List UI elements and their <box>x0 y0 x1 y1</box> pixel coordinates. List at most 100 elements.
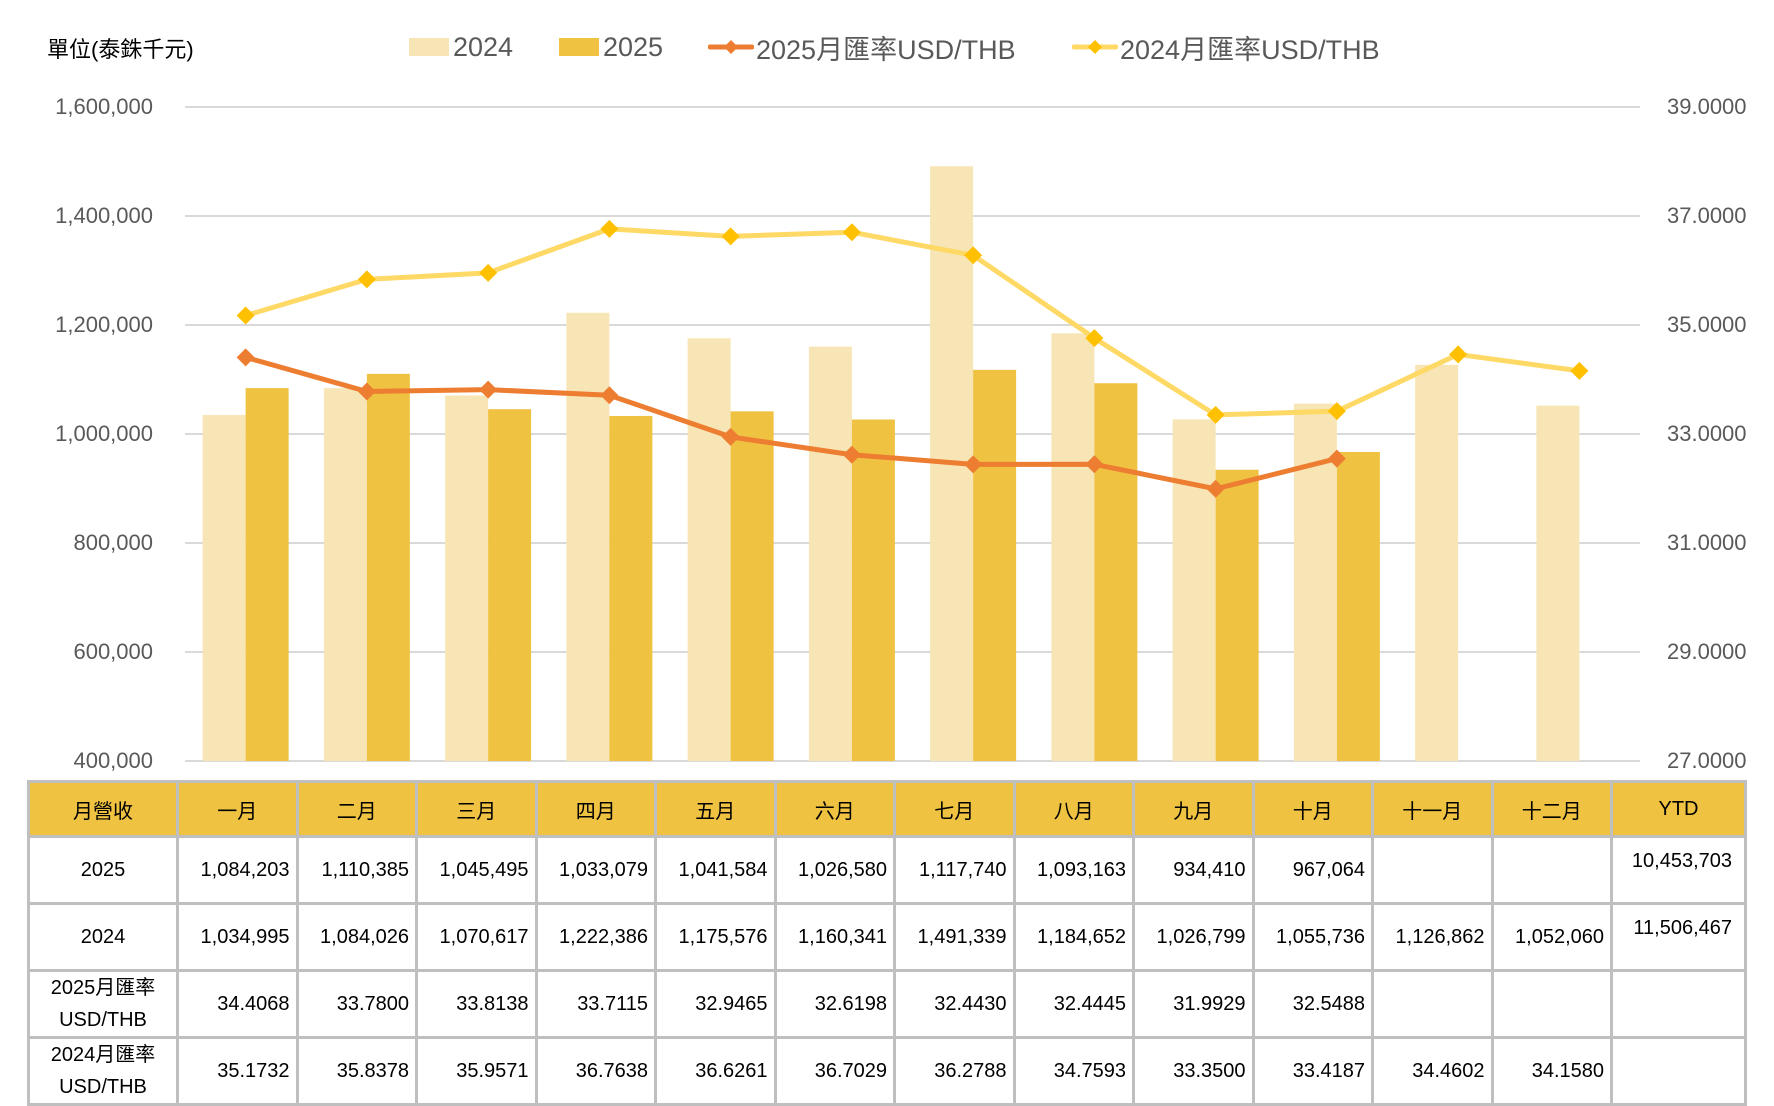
right-axis-tick-label: 29.0000 <box>1667 639 1747 664</box>
header-cell: 十一月 <box>1371 780 1494 838</box>
table-cell: 31.9929 <box>1132 969 1255 1039</box>
table-cell: 1,126,862 <box>1371 902 1494 972</box>
bars <box>202 166 1580 762</box>
table-cell: 36.2788 <box>893 1036 1016 1106</box>
bar-2025-8 <box>1094 383 1138 761</box>
header-cell: 九月 <box>1132 780 1255 838</box>
table-cell: 34.7593 <box>1012 1036 1135 1106</box>
row-label-line: USD/THB <box>59 1076 147 1098</box>
table-cell: 1,033,079 <box>534 835 657 905</box>
marker-2024月匯率USD/THB-12 <box>1570 361 1589 380</box>
row-label: 2024月匯率 USD/THB <box>27 1036 179 1106</box>
row-label-line: 2025月匯率 <box>50 977 156 999</box>
table-cell: 36.7638 <box>534 1036 657 1106</box>
table-cell: 34.1580 <box>1490 1036 1613 1106</box>
marker-2024月匯率USD/THB-10 <box>1327 402 1346 421</box>
right-axis-tick-label: 33.0000 <box>1667 421 1747 446</box>
left-axis-tick-label: 1,600,000 <box>55 94 153 119</box>
table-cell: 33.3500 <box>1132 1036 1255 1106</box>
bar-2025-6 <box>851 419 895 761</box>
legend-label-fx-2024: 2024月匯率USD/THB <box>1120 34 1380 65</box>
marker-2025月匯率USD/THB-9 <box>1206 479 1225 498</box>
table-cell: 34.4068 <box>176 969 299 1039</box>
bar-2024-6 <box>808 346 852 761</box>
table-cell: 32.4445 <box>1012 969 1135 1039</box>
table-cell: 32.9465 <box>654 969 777 1039</box>
legend-swatch-2025 <box>559 38 599 56</box>
table-cell: 1,070,617 <box>415 902 538 972</box>
bar-2025-5 <box>730 411 774 761</box>
marker-2024月匯率USD/THB-2 <box>357 270 376 289</box>
header-cell: 八月 <box>1012 780 1135 838</box>
left-axis-tick-label: 600,000 <box>73 639 153 664</box>
table-cell: 1,222,386 <box>534 902 657 972</box>
ytd-cell: 10,453,703 <box>1610 835 1747 905</box>
bar-2024-5 <box>687 338 731 761</box>
table-cell: 32.6198 <box>773 969 896 1039</box>
table-cell <box>1490 969 1613 1039</box>
table-cell: 1,084,026 <box>295 902 418 972</box>
left-axis-tick-label: 1,200,000 <box>55 312 153 337</box>
table-cell: 1,041,584 <box>654 835 777 905</box>
table-cell: 35.9571 <box>415 1036 538 1106</box>
marker-2024月匯率USD/THB-5 <box>721 227 740 246</box>
bar-2025-2 <box>366 373 410 761</box>
bar-2025-7 <box>973 369 1017 761</box>
table-cell: 34.4602 <box>1371 1036 1494 1106</box>
legend-line-diamond-icon-2024 <box>1072 40 1118 54</box>
marker-2025月匯率USD/THB-1 <box>236 348 255 367</box>
lines <box>236 219 1589 498</box>
marker-2024月匯率USD/THB-1 <box>236 306 255 325</box>
header-cell: 五月 <box>654 780 777 838</box>
bar-2024-1 <box>202 414 246 761</box>
marker-2025月匯率USD/THB-8 <box>1085 455 1104 474</box>
marker-2024月匯率USD/THB-7 <box>964 246 983 265</box>
legend-label-fx-2025: 2025月匯率USD/THB <box>756 34 1016 65</box>
table-cell: 1,491,339 <box>893 902 1016 972</box>
table-cell: 1,055,736 <box>1251 902 1374 972</box>
row-label: 2024 <box>27 902 179 972</box>
table-cell: 35.8378 <box>295 1036 418 1106</box>
line-2025月匯率USD/THB <box>244 354 1338 492</box>
legend-label-2024: 2024 <box>453 31 514 62</box>
marker-2025月匯率USD/THB-6 <box>842 445 861 464</box>
marker-2025月匯率USD/THB-5 <box>721 427 740 446</box>
header-cell: YTD <box>1610 780 1747 838</box>
table-cell: 1,160,341 <box>773 902 896 972</box>
row-label-line: 2024月匯率 <box>50 1044 156 1066</box>
bar-2024-3 <box>445 395 489 761</box>
table-cell: 36.6261 <box>654 1036 777 1106</box>
bar-2024-4 <box>566 312 610 761</box>
marker-2025月匯率USD/THB-2 <box>357 382 376 401</box>
table-cell: 36.7029 <box>773 1036 896 1106</box>
table-cell: 35.1732 <box>176 1036 299 1106</box>
header-cell: 二月 <box>295 780 418 838</box>
right-axis-tick-label: 35.0000 <box>1667 312 1747 337</box>
table-cell: 32.5488 <box>1251 969 1374 1039</box>
header-cell: 十二月 <box>1490 780 1613 838</box>
legend-label-2025: 2025 <box>603 31 664 62</box>
left-axis-tick-label: 400,000 <box>73 748 153 773</box>
legend-line-diamond-icon-2025 <box>708 40 754 54</box>
marker-2024月匯率USD/THB-11 <box>1449 345 1468 364</box>
bar-2025-9 <box>1215 469 1259 761</box>
table-cell: 1,184,652 <box>1012 902 1135 972</box>
right-axis-tick-label: 37.0000 <box>1667 203 1747 228</box>
header-cell: 六月 <box>773 780 896 838</box>
header-cell: 四月 <box>534 780 657 838</box>
marker-2024月匯率USD/THB-6 <box>842 223 861 242</box>
right-axis-tick-label: 27.0000 <box>1667 748 1747 773</box>
bar-2025-3 <box>488 409 532 761</box>
table-cell <box>1371 835 1494 905</box>
header-cell: 十月 <box>1251 780 1374 838</box>
table-cell: 1,084,203 <box>176 835 299 905</box>
header-cell: 一月 <box>176 780 299 838</box>
table-cell: 1,117,740 <box>893 835 1016 905</box>
row-label: 2025 <box>27 835 179 905</box>
bar-2025-1 <box>245 388 289 761</box>
gridlines <box>185 106 1640 762</box>
row-label-line: USD/THB <box>59 1009 147 1031</box>
table-cell: 1,110,385 <box>295 835 418 905</box>
bar-2025-10 <box>1336 451 1380 761</box>
bar-2024-8 <box>1051 333 1095 761</box>
